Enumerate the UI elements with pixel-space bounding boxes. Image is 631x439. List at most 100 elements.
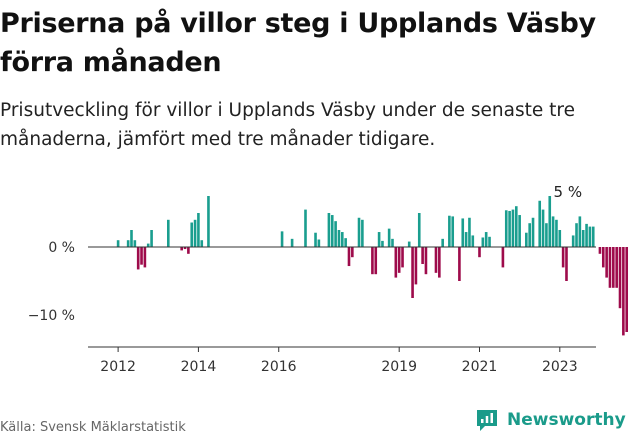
- bar: [183, 247, 187, 250]
- bar: [351, 247, 354, 258]
- bar: [361, 219, 364, 247]
- bar: [531, 217, 535, 247]
- x-axis: 2012 2014 2016 2019 2021 2023: [88, 346, 596, 375]
- bar: [150, 230, 153, 247]
- bar: [548, 196, 552, 247]
- bar-series: [116, 196, 629, 336]
- bar: [340, 232, 344, 247]
- brand-logo: Newsworthy: [475, 408, 626, 432]
- bar: [290, 238, 294, 247]
- bar: [146, 243, 150, 247]
- chart-title: Priserna på villor steg i Upplands Väsby…: [0, 8, 596, 78]
- bar: [588, 226, 592, 247]
- y-axis: 0 % −10 %: [28, 240, 596, 324]
- bar: [471, 235, 475, 247]
- bar: [565, 247, 568, 281]
- x-tick-label: 2016: [261, 359, 297, 375]
- bar: [143, 247, 147, 268]
- bar: [612, 247, 615, 288]
- bar: [317, 239, 321, 247]
- bar: [501, 247, 505, 268]
- bar: [337, 230, 341, 247]
- x-tick-label: 2012: [100, 359, 136, 375]
- bar: [193, 219, 197, 247]
- bar: [391, 238, 394, 247]
- bar: [625, 247, 629, 332]
- x-tick-label: 2019: [381, 359, 417, 375]
- bar: [441, 238, 444, 247]
- bar: [478, 247, 481, 258]
- bar: [347, 247, 351, 267]
- bar: [561, 247, 565, 268]
- bar: [421, 247, 424, 264]
- bar: [575, 223, 578, 247]
- bar: [555, 219, 558, 247]
- bar: [200, 240, 204, 247]
- chart-subtitle: Prisutveckling för villor i Upplands Väs…: [0, 100, 575, 150]
- bar: [417, 213, 421, 247]
- bar: [488, 236, 491, 247]
- bar: [334, 221, 337, 247]
- bar: [167, 219, 170, 247]
- bar: [207, 196, 210, 247]
- bar: [545, 223, 548, 247]
- bar: [187, 247, 190, 254]
- bar: [451, 216, 455, 247]
- brand-name: Newsworthy: [507, 410, 626, 430]
- bar: [136, 247, 140, 270]
- bar: [461, 218, 465, 247]
- bar: [458, 247, 461, 281]
- bar: [381, 240, 384, 247]
- bar: [438, 247, 441, 278]
- bar: [411, 247, 414, 298]
- bar: [511, 209, 515, 247]
- bar: [541, 209, 545, 247]
- bar: [407, 241, 411, 247]
- bar: [571, 235, 575, 247]
- bar: [197, 213, 200, 247]
- x-tick-label: 2023: [542, 359, 578, 375]
- bar: [514, 206, 518, 247]
- bar: [394, 247, 398, 278]
- bar: [414, 247, 418, 285]
- bar: [551, 216, 555, 247]
- bar: [126, 240, 130, 247]
- bar: [314, 232, 317, 247]
- bar: [180, 247, 183, 251]
- bar: [357, 217, 361, 247]
- bar: [280, 231, 284, 247]
- x-tick-label: 2021: [462, 359, 498, 375]
- bar: [601, 247, 605, 268]
- bar: [448, 215, 451, 247]
- bar: [581, 230, 585, 247]
- y-tick-label: 0 %: [48, 240, 75, 256]
- y-tick-label: −10 %: [28, 308, 75, 324]
- bar: [615, 247, 618, 288]
- bar: [504, 210, 508, 247]
- bar: [344, 238, 347, 247]
- bar: [528, 223, 531, 247]
- bar: [622, 247, 625, 336]
- bar: [424, 247, 428, 275]
- bar: [484, 232, 488, 247]
- bar: [330, 215, 334, 247]
- bar: [133, 240, 137, 247]
- source-note: Källa: Svensk Mäklarstatistik: [0, 420, 186, 435]
- bar: [605, 247, 608, 278]
- bar: [578, 216, 582, 247]
- bar: [130, 230, 133, 247]
- bar: [468, 217, 471, 247]
- bar: [618, 247, 622, 309]
- bar-chart: 0 % −10 % 2012 2014 2016 2019 2021 2023 5 %: [28, 183, 629, 375]
- bar: [304, 209, 307, 247]
- bar: [585, 223, 588, 247]
- bar: [327, 213, 331, 247]
- bar: [464, 232, 468, 247]
- bar: [190, 222, 194, 247]
- bar: [591, 226, 595, 247]
- bar: [525, 232, 528, 247]
- bar: [508, 210, 511, 247]
- bar: [608, 247, 612, 288]
- bar: [558, 230, 562, 247]
- bar: [397, 247, 401, 273]
